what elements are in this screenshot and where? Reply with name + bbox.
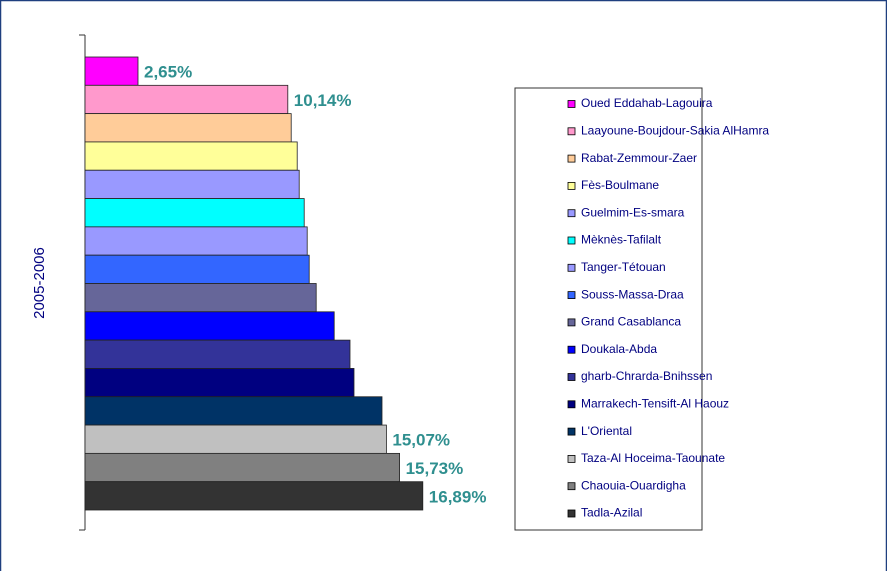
bar: [84, 198, 305, 228]
legend: [514, 87, 703, 531]
data-label: 10,14%: [294, 91, 352, 110]
legend-label: Rabat-Zemmour-Zaer: [581, 151, 697, 165]
data-label: 2,65%: [144, 63, 192, 82]
legend-swatch: [567, 100, 576, 108]
bar: [84, 396, 383, 426]
data-label: 16,89%: [429, 487, 487, 506]
legend-label: gharb-Chrarda-Bnihssen: [581, 369, 712, 383]
bar: [84, 339, 351, 369]
legend-label: Chaouia-Ouardigha: [581, 478, 686, 492]
bar: [84, 481, 424, 511]
bar: [84, 226, 308, 256]
bar: [84, 169, 300, 199]
y-axis-label: 2005-2006: [31, 247, 48, 319]
legend-label: L'Oriental: [581, 424, 632, 438]
legend-swatch: [567, 373, 576, 381]
data-label: 15,07%: [392, 431, 450, 450]
legend-label: Taza-Al Hoceima-Taounate: [581, 451, 725, 465]
legend-label: Tanger-Tétouan: [581, 260, 666, 274]
bar: [84, 84, 289, 115]
legend-swatch: [567, 427, 576, 436]
data-label: 15,73%: [406, 459, 464, 478]
legend-swatch: [567, 181, 576, 190]
legend-swatch: [567, 454, 576, 463]
legend-swatch: [567, 209, 576, 218]
legend-swatch: [567, 263, 576, 272]
bar: [84, 113, 292, 143]
legend-swatch: [567, 318, 576, 327]
legend-swatch: [567, 127, 576, 136]
bar: [84, 368, 355, 398]
legend-swatch: [567, 154, 576, 163]
legend-label: Mèknès-Tafilalt: [581, 233, 662, 247]
bar: [84, 311, 335, 341]
legend-label: Doukala-Abda: [581, 342, 657, 356]
legend-label: Guelmim-Es-smara: [581, 205, 685, 219]
legend-label: Tadla-Azilal: [581, 506, 642, 520]
legend-swatch: [567, 345, 576, 354]
legend-swatch: [567, 236, 576, 245]
bar: [84, 141, 298, 171]
bar: [84, 424, 387, 454]
bar: [84, 254, 310, 284]
bar: [84, 283, 317, 313]
legend-label: Grand Casablanca: [581, 315, 681, 329]
legend-label: Oued Eddahab-Lagouira: [581, 96, 713, 110]
legend-label: Laayoune-Boujdour-Sakia AlHamra: [581, 123, 769, 137]
bar: [84, 452, 401, 483]
bar: [84, 56, 139, 86]
legend-swatch: [567, 400, 576, 409]
legend-label: Souss-Massa-Draa: [581, 287, 684, 301]
legend-swatch: [567, 482, 576, 491]
legend-swatch: [567, 509, 576, 518]
legend-swatch: [567, 291, 576, 300]
legend-label: Marrakech-Tensift-Al Haouz: [581, 396, 729, 410]
legend-label: Fès-Boulmane: [581, 178, 659, 192]
